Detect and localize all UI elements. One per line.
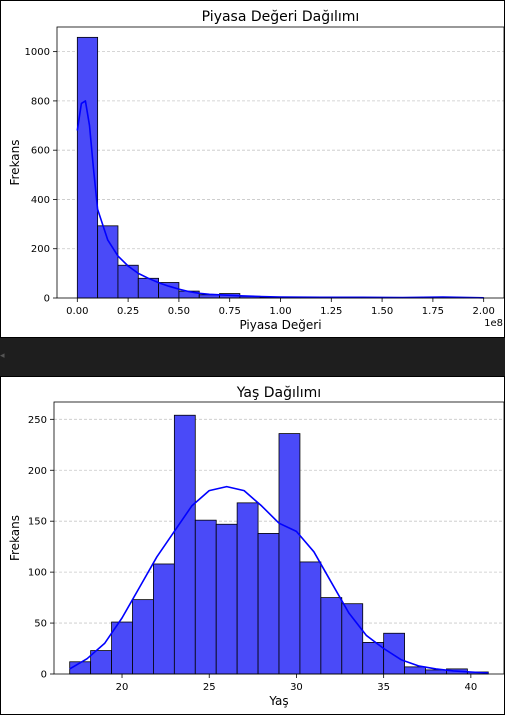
histogram-bar [216,524,237,674]
collapse-arrow-icon[interactable]: ◂ [0,351,6,361]
histogram-bar [342,604,363,674]
market-value-chart-panel: 0.00 0.25 0.50 0.75 1.00 1.25 1.50 1.75 2.00 0 200… [0,0,505,338]
y-axis-label: Frekans [8,139,22,185]
x-tick-label: 25 [203,682,216,693]
market-value-histogram: 0.00 0.25 0.50 0.75 1.00 1.25 1.50 1.75 2.00 0 200… [1,1,505,339]
y-tick-label: 150 [28,517,47,528]
histogram-bar [300,562,321,674]
x-tick-label: 1.75 [422,306,444,317]
x-tick-label: 1.00 [269,306,291,317]
x-tick-label: 1.50 [371,306,393,317]
y-axis-label: Frekans [8,515,22,561]
histogram-bar [98,226,118,298]
x-tick-label: 20 [116,682,129,693]
x-tick-label: 35 [377,682,390,693]
histogram-bar [405,667,426,674]
histogram-bar [195,520,216,674]
age-histogram: 20 25 30 35 40 0 50 100 150 200 250 Yaş Dağılımı Yaş… [1,377,505,716]
histogram-bar [77,37,97,298]
y-tick-label: 600 [31,146,50,157]
histogram-bar [384,633,405,674]
chart-title: Yaş Dağılımı [236,385,321,401]
plot-frame [57,27,504,298]
y-tick-label: 50 [34,619,47,630]
histogram-bar [132,600,153,674]
x-tick-label: 0.75 [219,306,241,317]
chart-title: Piyasa Değeri Dağılımı [202,9,360,25]
histogram-bar [279,434,300,674]
y-tick-label: 0 [41,670,47,681]
histogram-bar [174,415,195,674]
y-tick-label: 200 [28,466,47,477]
x-tick-label: 40 [464,682,477,693]
y-tick-label: 1000 [25,47,50,58]
output-separator: ◂ [0,338,505,376]
histogram-bar [153,564,174,674]
histogram-bar [159,282,179,298]
histogram-bar [321,598,342,674]
x-tick-label: 0.25 [117,306,139,317]
y-tick-label: 400 [31,195,50,206]
y-tick-label: 0 [44,294,50,305]
x-offset-label: 1e8 [484,318,503,329]
x-tick-label: 0.50 [168,306,190,317]
histogram-bar [237,503,258,674]
y-tick-label: 100 [28,568,47,579]
x-tick-label: 30 [290,682,303,693]
x-tick-label: 2.00 [473,306,495,317]
y-tick-label: 250 [28,415,47,426]
histogram-bar [363,642,384,674]
age-chart-panel: 20 25 30 35 40 0 50 100 150 200 250 Yaş Dağılımı Yaş… [0,376,505,715]
x-tick-label: 1.25 [320,306,342,317]
histogram-bar [258,533,279,674]
x-tick-label: 0.00 [66,306,88,317]
histogram-bar [118,265,138,298]
y-tick-label: 800 [31,96,50,107]
x-axis-label: Piyasa Değeri [239,318,321,332]
x-axis-label: Yaş [268,694,288,708]
y-tick-label: 200 [31,244,50,255]
histogram-bar [91,651,112,674]
